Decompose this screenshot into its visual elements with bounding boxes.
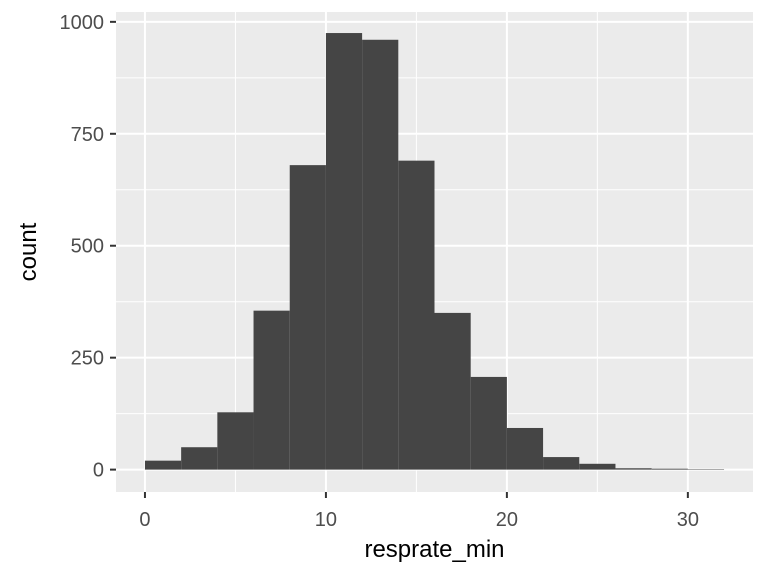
x-tick-label: 20 xyxy=(496,509,518,531)
histogram-bar xyxy=(217,412,254,470)
y-tick-label: 0 xyxy=(93,460,104,482)
histogram-bar xyxy=(615,468,652,470)
histogram-bar xyxy=(144,460,182,470)
y-axis: 0 250 500 750 1000 xyxy=(60,12,116,482)
histogram-bar xyxy=(398,160,435,470)
histogram-bar xyxy=(579,463,616,470)
y-tick-label: 500 xyxy=(71,236,104,258)
y-tick-label: 250 xyxy=(71,348,104,370)
histogram-bar xyxy=(253,310,290,470)
x-tick-label: 30 xyxy=(677,509,699,531)
histogram-bar xyxy=(434,312,471,470)
y-tick-label: 750 xyxy=(71,124,104,146)
x-axis: 0 10 20 30 xyxy=(139,492,699,531)
histogram-bar xyxy=(470,376,507,470)
histogram-bars xyxy=(144,33,725,470)
histogram-bar xyxy=(651,468,688,470)
histogram-bar xyxy=(506,427,544,470)
y-axis-title: count xyxy=(15,222,42,281)
histogram-bar xyxy=(289,165,326,470)
y-tick-label: 1000 xyxy=(60,12,105,34)
x-tick-label: 0 xyxy=(139,509,150,531)
x-axis-title: resprate_min xyxy=(364,536,504,563)
histogram-bar xyxy=(181,447,218,470)
histogram-bar xyxy=(362,39,399,470)
histogram-bar xyxy=(543,457,580,470)
histogram-bar xyxy=(325,33,363,470)
x-tick-label: 10 xyxy=(315,509,337,531)
